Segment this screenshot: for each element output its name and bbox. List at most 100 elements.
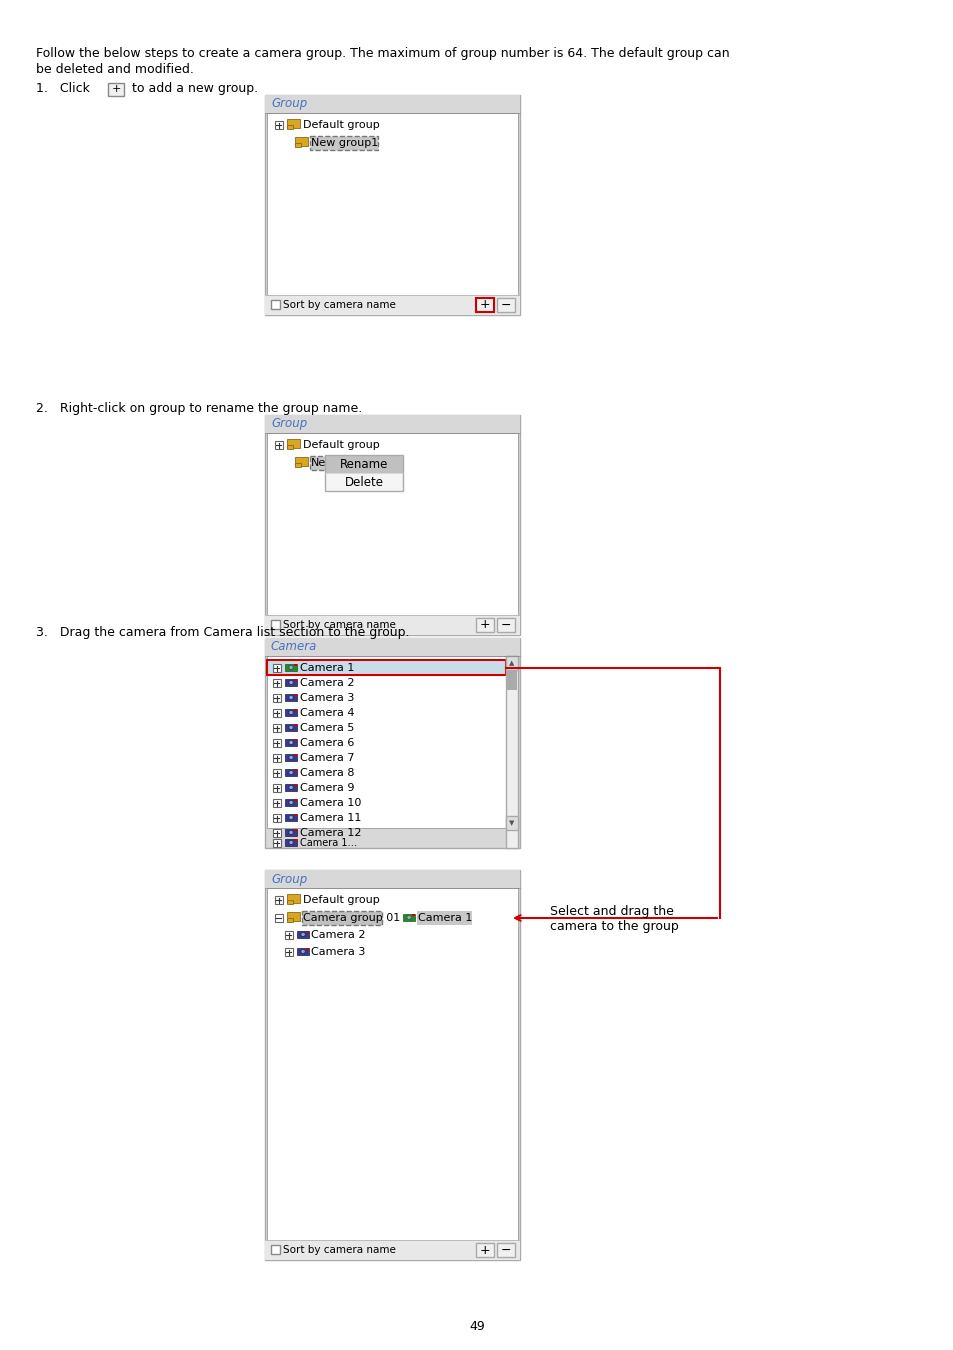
Bar <box>273 769 281 778</box>
Bar <box>273 709 281 717</box>
Bar <box>285 753 296 761</box>
Text: ▲: ▲ <box>509 660 515 666</box>
Bar <box>325 455 402 491</box>
Bar <box>296 930 309 938</box>
Text: Camera 6: Camera 6 <box>299 738 354 748</box>
Text: Camera 5: Camera 5 <box>299 724 354 733</box>
Text: Rename: Rename <box>339 458 388 471</box>
Text: −: − <box>500 618 511 632</box>
Text: Default group: Default group <box>303 895 379 905</box>
Bar <box>476 298 494 312</box>
Text: Camera 7: Camera 7 <box>299 753 355 763</box>
Bar <box>325 472 402 491</box>
Text: Camera 9: Camera 9 <box>299 783 355 792</box>
Bar <box>285 679 296 686</box>
Circle shape <box>289 771 293 775</box>
Text: −: − <box>500 1243 511 1257</box>
Text: +: + <box>479 1243 490 1257</box>
Bar <box>296 948 309 956</box>
Bar <box>274 896 283 905</box>
Text: Sort by camera name: Sort by camera name <box>283 1245 395 1256</box>
Text: Group: Group <box>271 97 307 111</box>
Circle shape <box>289 695 293 699</box>
Bar <box>505 656 517 670</box>
Bar <box>267 656 517 828</box>
Bar <box>287 119 299 128</box>
Bar <box>274 914 283 922</box>
Text: Camera: Camera <box>271 640 317 653</box>
Bar <box>273 784 281 792</box>
Bar <box>265 296 519 315</box>
Bar <box>310 456 332 470</box>
Bar <box>294 769 296 771</box>
Bar <box>271 620 280 629</box>
Text: +: + <box>479 618 490 632</box>
Text: New group1: New group1 <box>311 138 377 148</box>
Bar <box>267 433 517 616</box>
Circle shape <box>406 915 411 919</box>
Bar <box>287 894 299 903</box>
Bar <box>294 799 296 802</box>
Bar <box>294 138 308 146</box>
Circle shape <box>300 933 305 937</box>
Bar <box>267 888 517 1241</box>
Bar <box>265 869 519 888</box>
Text: Camera 3: Camera 3 <box>311 946 365 957</box>
Circle shape <box>289 786 293 790</box>
Bar <box>285 768 296 776</box>
Circle shape <box>289 801 293 805</box>
Bar <box>497 618 515 632</box>
Text: −: − <box>500 298 511 312</box>
Text: Camera 2: Camera 2 <box>299 678 355 688</box>
Bar <box>285 694 296 701</box>
Bar <box>287 918 294 922</box>
Bar <box>306 948 308 950</box>
Bar <box>294 143 301 147</box>
Text: Default group: Default group <box>303 120 379 130</box>
Text: 1.   Click: 1. Click <box>36 82 90 94</box>
Bar <box>273 724 281 732</box>
Circle shape <box>300 949 305 953</box>
Bar <box>294 679 296 682</box>
Bar <box>306 931 308 933</box>
Text: Camera group 01: Camera group 01 <box>303 913 400 923</box>
Text: Ne: Ne <box>311 458 326 468</box>
Circle shape <box>289 666 293 670</box>
Bar <box>273 679 281 687</box>
Bar <box>497 298 515 312</box>
Circle shape <box>289 815 293 819</box>
Bar <box>294 784 296 786</box>
Bar <box>285 814 296 821</box>
Bar <box>310 136 377 150</box>
Text: Sort by camera name: Sort by camera name <box>283 620 395 630</box>
Circle shape <box>289 680 293 684</box>
Bar <box>412 914 415 917</box>
Bar <box>505 815 517 830</box>
Bar <box>273 829 281 837</box>
Bar <box>287 126 294 128</box>
Bar <box>476 1243 494 1257</box>
Bar <box>505 656 517 848</box>
Bar <box>285 931 293 940</box>
Bar <box>285 738 296 747</box>
Text: ▼: ▼ <box>509 819 515 826</box>
Bar <box>274 441 283 450</box>
Bar <box>265 1241 519 1260</box>
Bar <box>294 458 308 466</box>
Text: Group: Group <box>271 417 307 431</box>
Bar <box>108 82 124 96</box>
Bar <box>294 840 296 841</box>
Bar <box>294 694 296 697</box>
Text: Camera 10: Camera 10 <box>299 798 361 809</box>
Bar <box>273 799 281 807</box>
Bar <box>285 838 296 846</box>
Bar <box>506 670 517 690</box>
Text: Camera 12: Camera 12 <box>299 828 361 838</box>
Bar <box>267 660 505 675</box>
Bar <box>273 814 281 822</box>
Text: 3.   Drag the camera from Camera list section to the group.: 3. Drag the camera from Camera list sect… <box>36 626 409 639</box>
Circle shape <box>289 830 293 834</box>
Text: Camera 11: Camera 11 <box>299 813 361 823</box>
Bar <box>265 95 519 315</box>
Bar <box>285 948 293 956</box>
